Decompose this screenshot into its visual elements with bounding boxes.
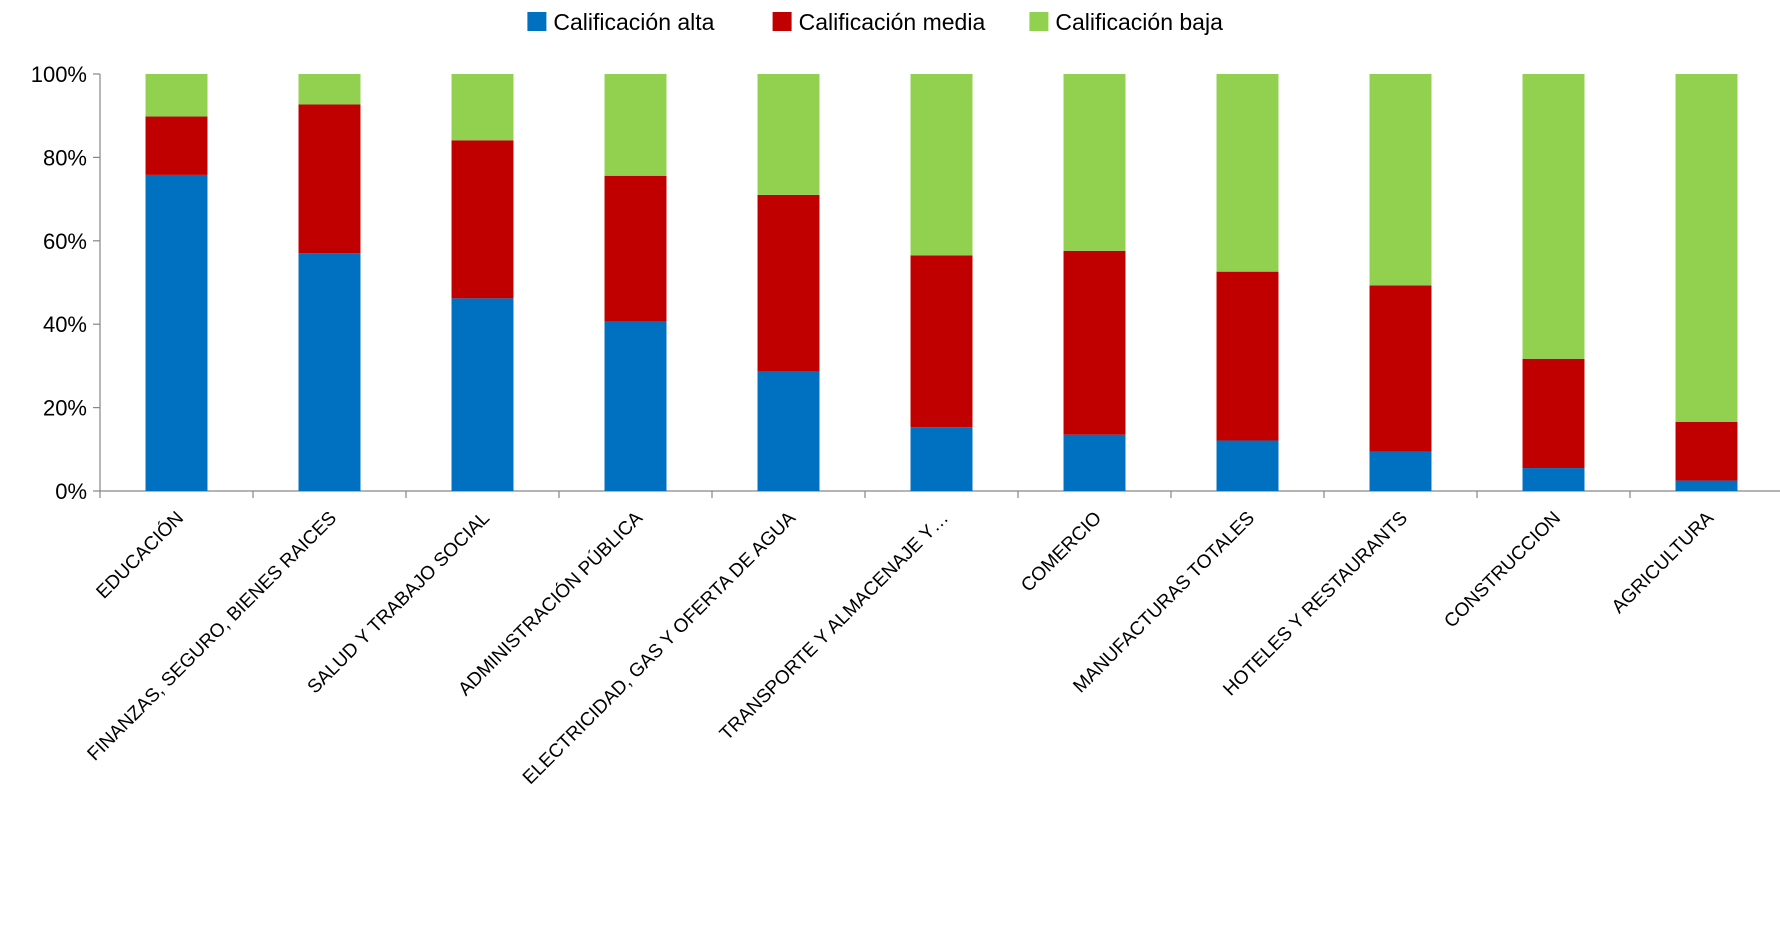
bar-segment-alta-4 (757, 371, 820, 491)
bar-segment-media-10 (1675, 421, 1738, 481)
bar-segment-media-8 (1369, 285, 1432, 452)
legend-swatch (527, 12, 547, 31)
x-tick-label: SALUD Y TRABAJO SOCIAL (304, 508, 494, 698)
x-tick-label: HOTELES Y RESTAURANTS (1219, 508, 1412, 701)
legend-swatch (772, 12, 792, 31)
legend-label: Calificación baja (1055, 9, 1223, 35)
y-tick-label: 60% (43, 229, 87, 254)
bars (145, 74, 1738, 491)
legend-item-alta: Calificación alta (527, 9, 715, 35)
bar-segment-media-3 (604, 175, 667, 322)
bar-segment-baja-5 (910, 74, 973, 256)
x-tick-label: COMERCIO (1017, 508, 1106, 597)
y-tick-label: 80% (43, 145, 87, 170)
y-tick-label: 0% (55, 479, 87, 504)
axes: 0% 20% 40% 60% 80% 100% (31, 62, 1780, 504)
bar-segment-alta-10 (1675, 480, 1738, 491)
bar-segment-alta-9 (1522, 468, 1585, 491)
bar-segment-baja-0 (145, 74, 208, 117)
bar-segment-media-9 (1522, 358, 1585, 469)
bar-segment-media-5 (910, 255, 973, 428)
bar-segment-alta-1 (298, 253, 361, 491)
bar-segment-baja-9 (1522, 74, 1585, 359)
bar-segment-alta-3 (604, 321, 667, 491)
bar-segment-alta-2 (451, 298, 514, 491)
bar-segment-media-7 (1216, 271, 1279, 441)
x-tick-label: AGRICULTURA (1608, 507, 1718, 617)
bar-segment-baja-2 (451, 74, 514, 141)
bar-segment-baja-8 (1369, 74, 1432, 286)
bar-segment-baja-10 (1675, 74, 1738, 422)
bar-segment-alta-0 (145, 174, 208, 491)
legend-item-media: Calificación media (772, 9, 986, 35)
bar-segment-media-4 (757, 194, 820, 372)
legend-item-baja: Calificación baja (1029, 9, 1223, 35)
y-tick-label: 40% (43, 312, 87, 337)
y-tick-label: 20% (43, 396, 87, 421)
bar-segment-media-2 (451, 140, 514, 299)
bar-segment-alta-7 (1216, 440, 1279, 491)
bar-segment-alta-8 (1369, 451, 1432, 491)
bar-segment-baja-4 (757, 74, 820, 195)
y-tick-label: 100% (31, 62, 87, 87)
bar-segment-baja-7 (1216, 74, 1279, 272)
x-tick-label: MANUFACTURAS TOTALES (1069, 508, 1259, 698)
bar-segment-alta-6 (1063, 434, 1126, 491)
bar-segment-media-6 (1063, 250, 1126, 435)
legend-label: Calificación media (799, 9, 986, 35)
bar-segment-media-1 (298, 104, 361, 254)
bar-segment-baja-6 (1063, 74, 1126, 251)
x-tick-label: FINANZAS, SEGURO, BIENES RAICES (84, 508, 341, 765)
x-tick-label: EDUCACIÓN (92, 507, 188, 603)
legend: Calificación alta Calificación media Calif… (527, 9, 1223, 35)
x-tick-label: CONSTRUCCION (1440, 508, 1565, 633)
bar-segment-alta-5 (910, 427, 973, 491)
x-tick-label: ELECTRICIDAD, GAS Y OFERTA DE AGUA (519, 507, 800, 788)
x-tick-label: ADMINISTRACIÓN PÚBLICA (454, 507, 647, 700)
legend-swatch (1029, 12, 1049, 31)
bar-segment-baja-3 (604, 74, 667, 176)
bar-segment-media-0 (145, 116, 208, 175)
bar-segment-baja-1 (298, 74, 361, 105)
legend-label: Calificación alta (553, 9, 714, 35)
